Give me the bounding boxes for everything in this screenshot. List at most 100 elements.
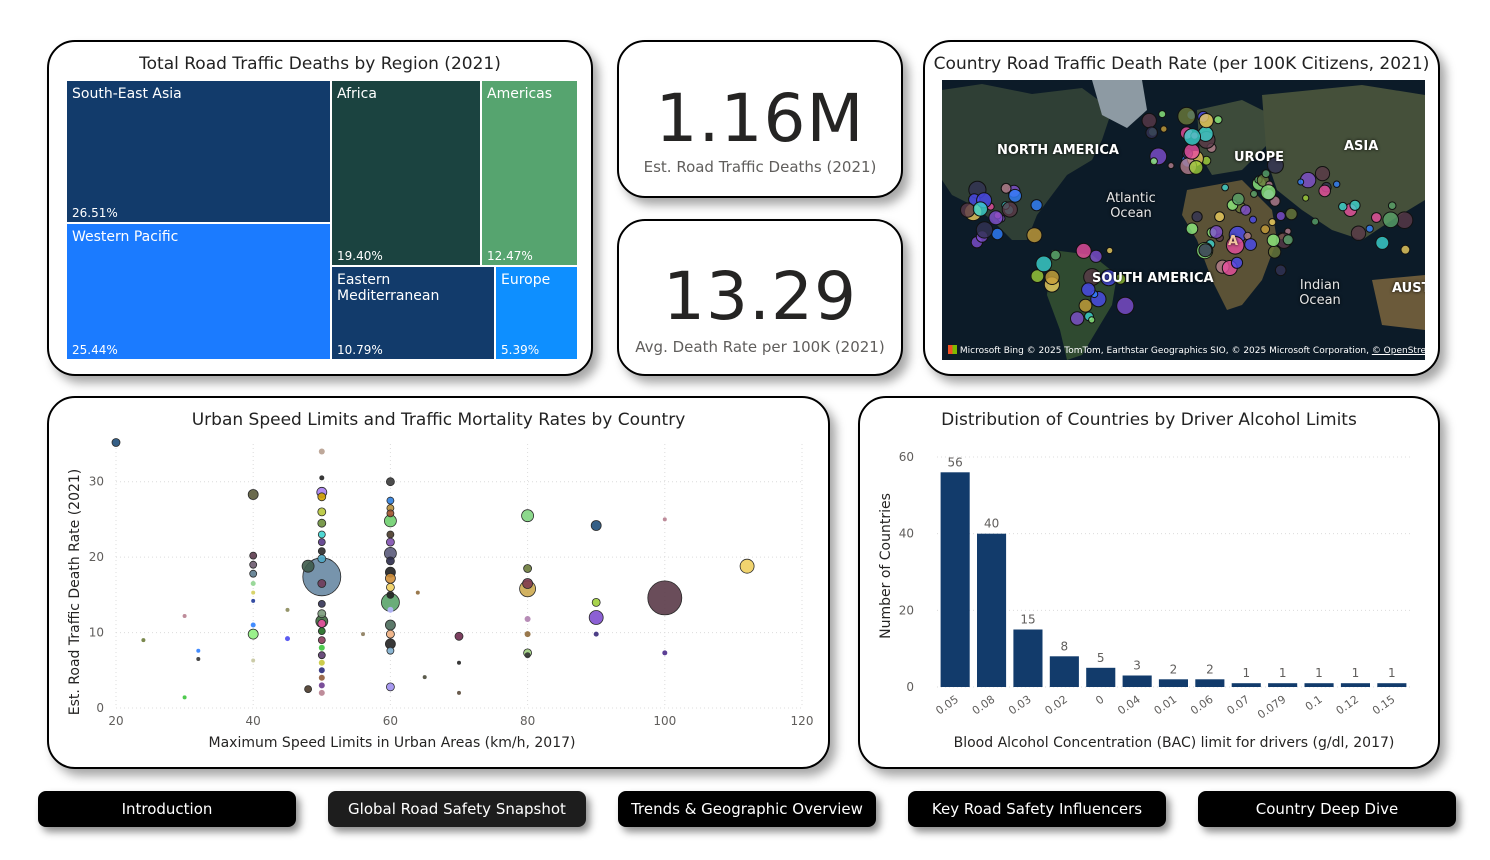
bar[interactable] — [1304, 683, 1334, 687]
map-country-bubble[interactable] — [1267, 245, 1282, 259]
map-country-bubble[interactable] — [1198, 243, 1213, 258]
scatter-point[interactable] — [590, 520, 602, 531]
map-country-bubble[interactable] — [1070, 311, 1085, 326]
map-country-bubble[interactable] — [1375, 235, 1390, 250]
map-country-bubble[interactable] — [1088, 316, 1096, 324]
treemap-cell-south-east-asia[interactable]: South-East Asia 26.51% — [66, 80, 331, 223]
scatter-point[interactable] — [196, 657, 201, 661]
scatter-point[interactable] — [588, 610, 604, 625]
map-country-bubble[interactable] — [1266, 156, 1284, 174]
map-country-bubble[interactable] — [1030, 199, 1043, 212]
scatter-point[interactable] — [385, 477, 395, 487]
map-country-bubble[interactable] — [1177, 106, 1196, 126]
bar[interactable] — [1013, 629, 1043, 688]
scatter-point[interactable] — [318, 689, 325, 696]
scatter-point[interactable] — [457, 690, 461, 695]
scatter-point[interactable] — [317, 518, 327, 528]
map-country-bubble[interactable] — [988, 210, 1004, 226]
scatter-point[interactable] — [317, 627, 326, 636]
map-country-bubble[interactable] — [1000, 182, 1012, 194]
scatter-point[interactable] — [141, 638, 146, 643]
scatter-point[interactable] — [182, 695, 187, 700]
treemap-cell-americas[interactable]: Americas 12.47% — [481, 80, 578, 266]
map-country-bubble[interactable] — [1100, 269, 1118, 287]
scatter-point[interactable] — [317, 609, 327, 619]
map-country-bubble[interactable] — [1158, 110, 1167, 119]
scatter-point[interactable] — [317, 579, 327, 588]
bar[interactable] — [1231, 683, 1261, 687]
scatter-point[interactable] — [387, 606, 394, 613]
treemap-cell-eastern-mediterranean[interactable]: Eastern Mediterranean 10.79% — [331, 266, 495, 360]
scatter-point[interactable] — [521, 509, 535, 523]
map-country-bubble[interactable] — [1183, 143, 1201, 160]
bar[interactable] — [1195, 679, 1225, 687]
map-country-bubble[interactable] — [1214, 211, 1226, 223]
scatter-point[interactable] — [591, 597, 601, 607]
map-country-bubble[interactable] — [1044, 269, 1060, 285]
bar[interactable] — [1268, 683, 1298, 687]
scatter-point[interactable] — [317, 538, 326, 547]
scatter-point[interactable] — [385, 682, 395, 692]
scatter-point[interactable] — [415, 590, 420, 595]
map-country-bubble[interactable] — [1209, 225, 1224, 239]
bar[interactable] — [1377, 683, 1407, 687]
map-country-bubble[interactable] — [1311, 217, 1320, 226]
nav-introduction-button[interactable]: Introduction — [38, 791, 296, 827]
map-country-bubble[interactable] — [1350, 225, 1367, 241]
map-country-bubble[interactable] — [1314, 166, 1331, 182]
map-country-bubble[interactable] — [1250, 189, 1258, 198]
map-country-bubble[interactable] — [1260, 224, 1271, 235]
scatter-point[interactable] — [250, 581, 256, 586]
scatter-point[interactable] — [385, 537, 395, 547]
scatter-point[interactable] — [250, 622, 256, 628]
map-country-bubble[interactable] — [1371, 212, 1382, 223]
bar[interactable] — [1049, 656, 1079, 687]
scatter-point[interactable] — [647, 580, 683, 616]
map-country-bubble[interactable] — [1167, 162, 1175, 170]
scatter-point[interactable] — [304, 685, 313, 694]
scatter-point[interactable] — [319, 475, 325, 481]
map-country-bubble[interactable] — [1400, 244, 1411, 255]
scatter-point[interactable] — [317, 651, 326, 660]
map-country-bubble[interactable] — [1333, 180, 1341, 188]
scatter-point[interactable] — [251, 658, 256, 663]
scatter-point[interactable] — [318, 448, 325, 455]
scatter-point[interactable] — [182, 614, 187, 618]
scatter-point[interactable] — [317, 530, 326, 539]
map-country-bubble[interactable] — [1001, 201, 1018, 218]
map-country-bubble[interactable] — [1268, 218, 1277, 227]
scatter-point[interactable] — [385, 629, 395, 639]
map-country-bubble[interactable] — [1349, 199, 1361, 211]
map-country-bubble[interactable] — [1075, 242, 1092, 259]
map-country-bubble[interactable] — [1221, 183, 1230, 192]
map-country-bubble[interactable] — [1188, 160, 1204, 175]
scatter-point[interactable] — [317, 507, 327, 517]
scatter-point[interactable] — [317, 619, 327, 628]
scatter-point[interactable] — [249, 569, 258, 578]
map-country-bubble[interactable] — [1035, 255, 1053, 273]
map-country-bubble[interactable] — [1249, 215, 1257, 224]
scatter-point[interactable] — [196, 648, 201, 653]
treemap-cell-africa[interactable]: Africa 19.40% — [331, 80, 481, 266]
map-country-bubble[interactable] — [972, 201, 989, 217]
scatter-point[interactable] — [247, 628, 259, 640]
scatter-point[interactable] — [317, 547, 326, 556]
map-country-bubble[interactable] — [1089, 249, 1103, 263]
map-country-bubble[interactable] — [1081, 282, 1096, 297]
map-country-bubble[interactable] — [1338, 201, 1348, 212]
nav-trends-button[interactable]: Trends & Geographic Overview — [618, 791, 876, 827]
map-country-bubble[interactable] — [1382, 211, 1400, 229]
scatter-point[interactable] — [524, 631, 531, 638]
scatter-point[interactable] — [249, 560, 258, 569]
map-country-bubble[interactable] — [1318, 184, 1332, 198]
map-country-bubble[interactable] — [1266, 233, 1281, 248]
scatter-point[interactable] — [251, 590, 256, 595]
scatter-point[interactable] — [384, 619, 396, 631]
map-country-bubble[interactable] — [991, 227, 1004, 241]
nav-country-deep-dive-button[interactable]: Country Deep Dive — [1198, 791, 1456, 827]
map-country-bubble[interactable] — [1282, 234, 1294, 246]
map-country-bubble[interactable] — [1008, 188, 1022, 203]
map-country-bubble[interactable] — [1365, 224, 1374, 233]
map-country-bubble[interactable] — [1274, 264, 1287, 277]
scatter-point[interactable] — [422, 675, 427, 680]
